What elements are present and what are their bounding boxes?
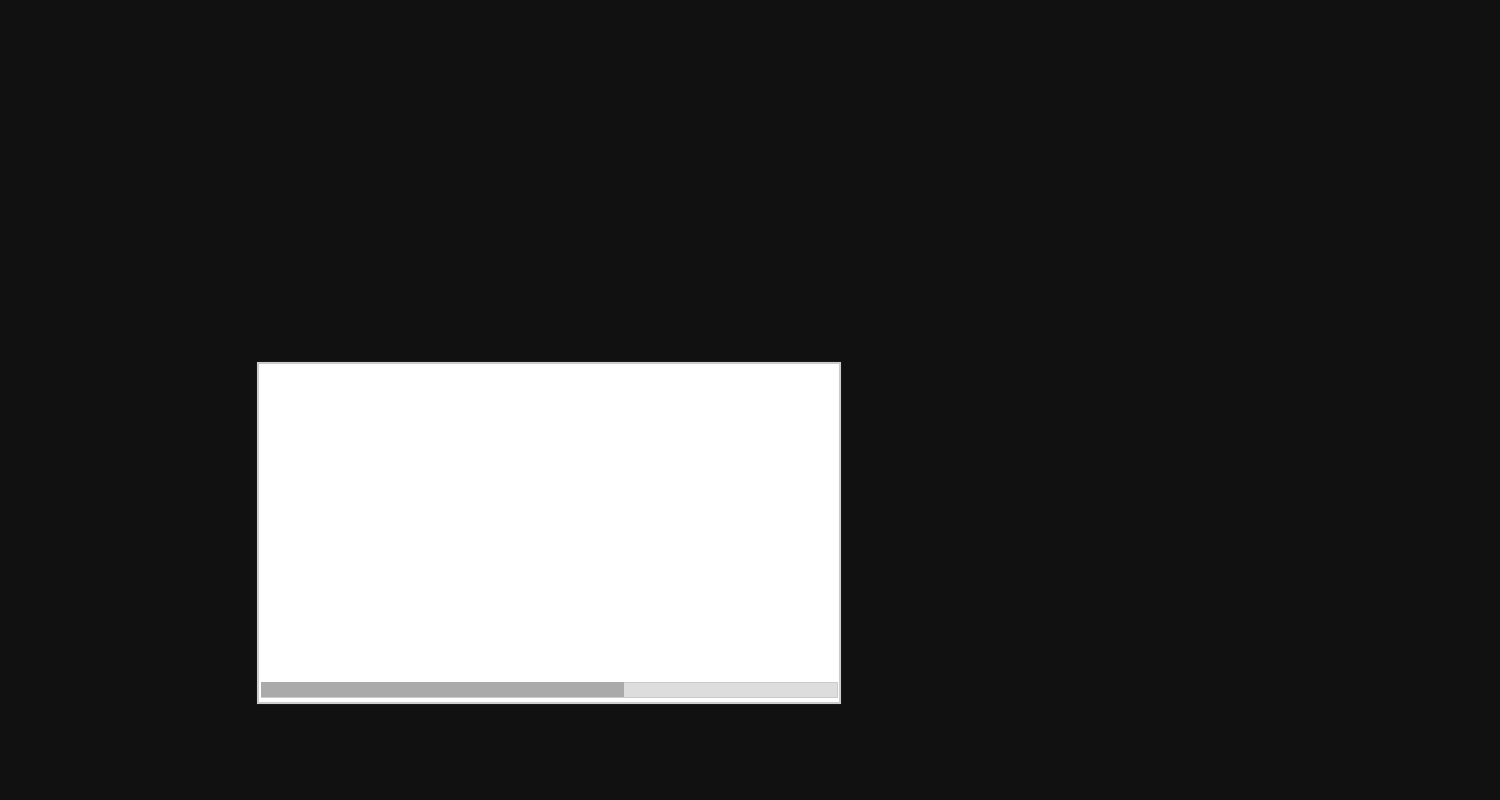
Text: ✕: ✕ <box>663 592 670 601</box>
Text: Apr '20: Apr '20 <box>278 554 306 562</box>
Text: Highly effective in
adolescents: Highly effective in adolescents <box>706 512 772 525</box>
FancyBboxPatch shape <box>640 552 678 563</box>
Text: Oct '20: Oct '20 <box>498 554 526 562</box>
FancyBboxPatch shape <box>273 542 567 551</box>
Text: Moderna US
Approval: Moderna US Approval <box>590 581 633 594</box>
FancyBboxPatch shape <box>384 552 420 563</box>
Text: Novavax trials start: Novavax trials start <box>488 573 558 578</box>
FancyBboxPatch shape <box>566 506 614 513</box>
FancyBboxPatch shape <box>788 552 825 563</box>
Text: Moderna trials start: Moderna trials start <box>327 587 399 593</box>
FancyBboxPatch shape <box>554 512 606 525</box>
Text: 1st Pfizer Vaccine
shot in US: 1st Pfizer Vaccine shot in US <box>548 512 610 525</box>
FancyBboxPatch shape <box>554 525 606 532</box>
Text: Jun '20: Jun '20 <box>351 554 378 562</box>
Text: Mar '21: Mar '21 <box>681 554 711 562</box>
Text: Dec '20: Dec '20 <box>570 554 602 562</box>
Text: US Approval: US Approval <box>660 542 722 551</box>
FancyBboxPatch shape <box>638 582 688 601</box>
FancyBboxPatch shape <box>752 552 788 563</box>
FancyBboxPatch shape <box>711 512 768 525</box>
Text: Johnson and
Johnson vaccine
paused: Johnson and Johnson vaccine paused <box>708 561 765 581</box>
FancyBboxPatch shape <box>494 552 531 563</box>
FancyBboxPatch shape <box>310 552 346 563</box>
Text: Jul '20: Jul '20 <box>390 554 414 562</box>
Text: EU Approval: EU Approval <box>567 506 612 512</box>
FancyBboxPatch shape <box>346 552 384 563</box>
FancyBboxPatch shape <box>498 572 549 579</box>
Text: India Approval Call: India Approval Call <box>705 506 774 512</box>
Text: (Comparing with other vaccines approved in USA): (Comparing with other vaccines approved … <box>419 398 680 408</box>
Text: Re: Re <box>568 542 579 551</box>
Text: Sep '20: Sep '20 <box>460 554 490 562</box>
FancyBboxPatch shape <box>711 506 768 513</box>
Text: UK Approval: UK Approval <box>555 532 598 538</box>
FancyBboxPatch shape <box>678 552 714 563</box>
FancyBboxPatch shape <box>580 542 825 551</box>
Text: Johnson and
Johnson Review: Johnson and Johnson Review <box>634 567 692 580</box>
Text: Johnson and
Johnson US
Approval: Johnson and Johnson US Approval <box>640 582 686 602</box>
FancyBboxPatch shape <box>588 581 633 594</box>
Text: Facts about other vaccines in USA: Facts about other vaccines in USA <box>273 615 428 625</box>
FancyBboxPatch shape <box>638 567 688 580</box>
Text: Moderna Review: Moderna Review <box>568 573 628 578</box>
FancyBboxPatch shape <box>420 552 458 563</box>
Text: Apr '21: Apr '21 <box>718 554 747 562</box>
FancyBboxPatch shape <box>338 586 388 594</box>
Text: Jun '21: Jun '21 <box>794 554 820 562</box>
Text: Novavax Review: Novavax Review <box>576 606 634 612</box>
Text: ✕: ✕ <box>734 572 740 582</box>
FancyBboxPatch shape <box>714 552 752 563</box>
FancyBboxPatch shape <box>582 606 628 613</box>
Text: ✕: ✕ <box>477 578 484 587</box>
FancyBboxPatch shape <box>531 552 567 563</box>
Text: Canada Approval: Canada Approval <box>549 525 610 531</box>
FancyBboxPatch shape <box>567 542 580 551</box>
FancyBboxPatch shape <box>554 531 600 538</box>
Text: Pfizer/BioNTech Vaccine Timeline: Pfizer/BioNTech Vaccine Timeline <box>408 384 690 398</box>
Text: Facts about Pfizer: Facts about Pfizer <box>273 514 372 524</box>
FancyBboxPatch shape <box>574 572 622 579</box>
FancyBboxPatch shape <box>458 552 494 563</box>
Text: May '20: May '20 <box>312 554 344 562</box>
Text: Johnson and
Johnson trials start: Johnson and Johnson trials start <box>447 574 514 586</box>
Text: Jan '21: Jan '21 <box>609 554 636 562</box>
FancyBboxPatch shape <box>273 552 310 563</box>
Text: Aug '20: Aug '20 <box>423 554 454 562</box>
FancyBboxPatch shape <box>604 552 640 563</box>
Text: ✕: ✕ <box>656 572 663 582</box>
Text: Feb '21: Feb '21 <box>645 554 674 562</box>
Text: May '21: May '21 <box>754 554 786 562</box>
Text: Nov '20: Nov '20 <box>534 554 564 562</box>
FancyBboxPatch shape <box>567 552 604 563</box>
Text: Pfizer/BioNTech Trial: Pfizer/BioNTech Trial <box>366 542 471 551</box>
FancyBboxPatch shape <box>711 562 762 580</box>
FancyBboxPatch shape <box>456 574 507 586</box>
